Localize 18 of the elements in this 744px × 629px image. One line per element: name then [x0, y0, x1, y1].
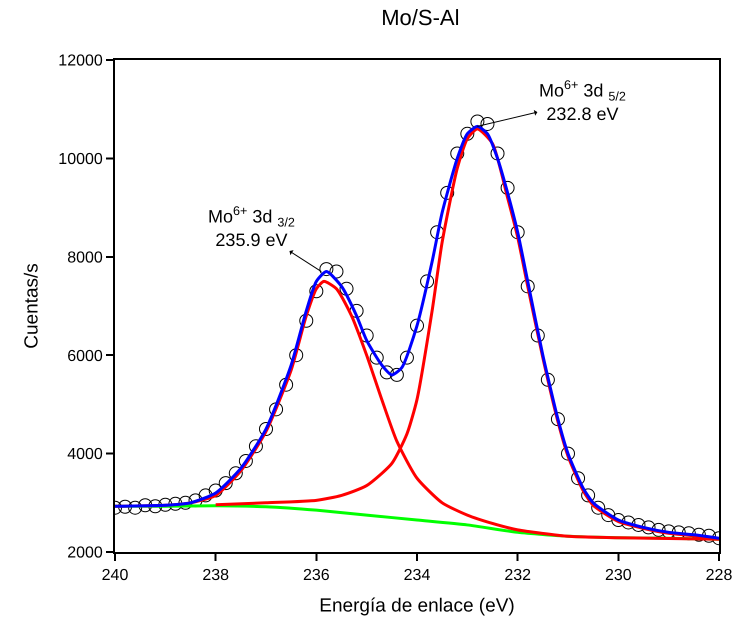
- y-tick-label: 2000: [67, 544, 103, 562]
- x-axis-title: Energía de enlace (eV): [319, 596, 515, 616]
- x-tick-label: 240: [102, 567, 128, 584]
- x-tick-label: 232: [504, 567, 532, 584]
- x-tick-label: 230: [604, 567, 632, 584]
- x-tick-label: 234: [404, 567, 430, 584]
- y-tick-label: 8000: [67, 249, 103, 266]
- y-axis-title: Cuentas/s: [22, 263, 43, 349]
- annotation: Mo$^{6+}$ 3d $_{3/2}$ 235.9 eV: [208, 204, 295, 250]
- x-tick-label: 238: [202, 567, 230, 584]
- y-tick-label: 4000: [67, 446, 103, 464]
- annotation: Mo$^{6+}$ 3d $_{5/2}$ 232.8 eV: [539, 78, 626, 124]
- y-tick-label: 12000: [58, 52, 103, 70]
- x-tick-label: 236: [302, 567, 330, 584]
- x-tick-label: 228: [706, 567, 732, 584]
- chart-title: Mo/S-Al: [381, 4, 460, 30]
- y-tick-label: 10000: [58, 151, 103, 168]
- y-tick-label: 6000: [67, 348, 103, 365]
